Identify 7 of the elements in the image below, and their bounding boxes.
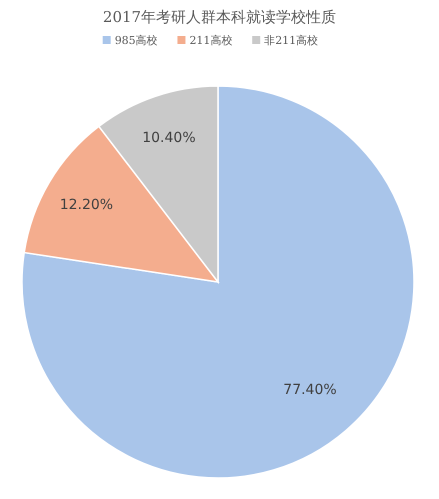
chart-title: 2017年考研人群本科就读学校性质 <box>102 8 336 26</box>
legend-label: 211高校 <box>189 34 232 47</box>
legend-label: 985高校 <box>114 34 158 47</box>
data-label: 10.40% <box>142 130 196 146</box>
data-label: 12.20% <box>60 197 114 214</box>
data-label: 77.40% <box>283 382 337 398</box>
legend-label: 非211高校 <box>264 34 318 47</box>
